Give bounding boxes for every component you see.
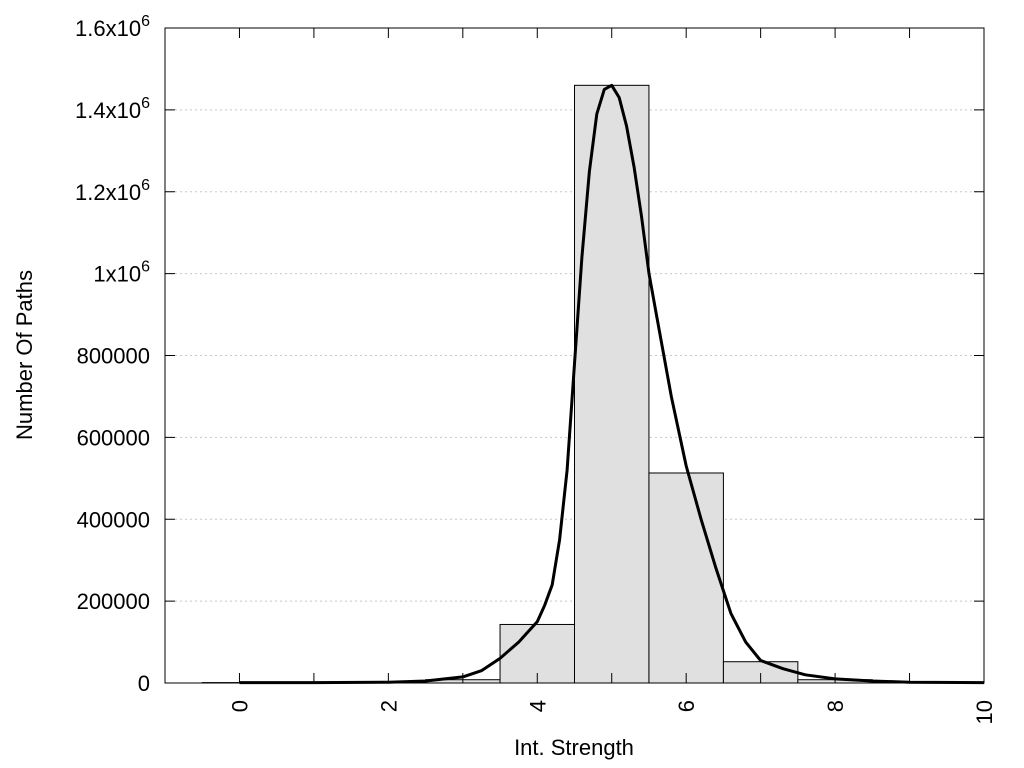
y-axis-title: Number Of Paths xyxy=(12,270,37,440)
y-tick-label: 1.6x106 xyxy=(75,13,150,41)
y-tick-label: 400000 xyxy=(77,507,150,532)
grid-lines xyxy=(165,109,984,602)
y-tick-label: 800000 xyxy=(77,344,150,369)
x-tick-label: 4 xyxy=(525,700,550,712)
y-tick-label: 0 xyxy=(138,671,150,696)
y-tick-label: 600000 xyxy=(77,425,150,450)
y-axis-ticks: 0 200000 400000 600000 800000 1x106 1.2x106 1.4… xyxy=(75,13,984,696)
y-tick-label: 1.4x106 xyxy=(75,95,150,123)
histogram-bar xyxy=(648,472,724,684)
x-tick-label: 0 xyxy=(227,700,252,712)
x-axis-title: Int. Strength xyxy=(514,735,634,760)
fit-curve xyxy=(239,83,985,685)
y-tick-label: 200000 xyxy=(77,589,150,614)
x-tick-label: 6 xyxy=(674,700,699,712)
x-tick-label: 10 xyxy=(972,700,997,724)
x-tick-label: 2 xyxy=(376,700,401,712)
x-tick-label: 8 xyxy=(823,700,848,712)
y-tick-label: 1.2x106 xyxy=(75,177,150,205)
y-tick-label: 1x106 xyxy=(93,259,150,287)
histogram-bar xyxy=(574,84,650,684)
x-axis-ticks: 0 2 4 6 8 10 xyxy=(164,28,997,724)
